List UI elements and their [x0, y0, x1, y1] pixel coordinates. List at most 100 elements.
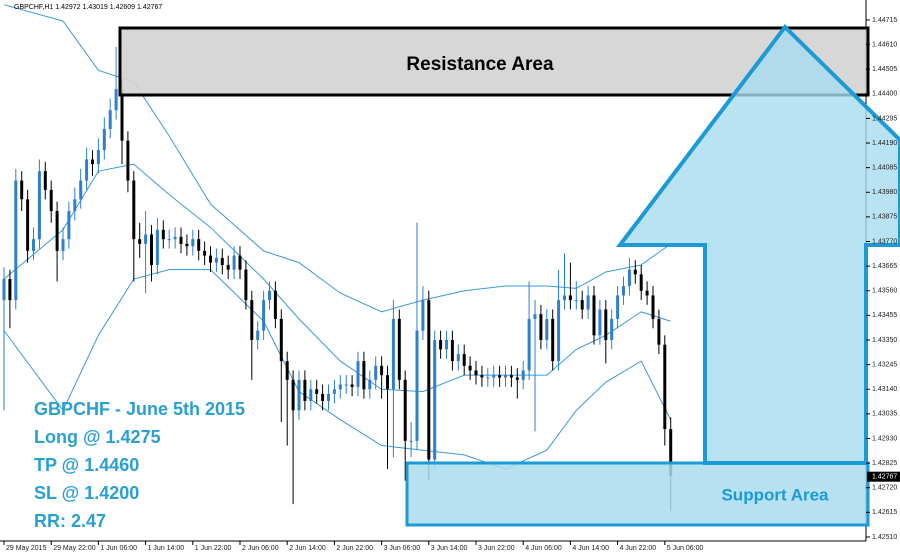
- candle-body: [191, 239, 195, 247]
- last-price-label: 1.42767: [872, 474, 897, 481]
- candle-body: [173, 236, 177, 240]
- x-tick-label: 3 Jun 14:00: [431, 545, 468, 552]
- candle-body: [533, 314, 537, 319]
- candle-body: [79, 180, 83, 200]
- candle-body: [114, 89, 118, 111]
- last-price-tag: [867, 471, 900, 482]
- axes: 1.44715 1.44610 1.44505 1.44400 1.44295 1.441…: [3, 17, 900, 552]
- candle-body: [397, 318, 401, 380]
- candle-body: [250, 300, 254, 340]
- candle-body: [167, 239, 171, 241]
- candle-body: [439, 339, 443, 350]
- candle-body: [2, 279, 6, 301]
- candle-body: [126, 140, 130, 181]
- candle-body: [639, 274, 643, 291]
- y-tick-label: 1.43140: [872, 386, 897, 393]
- candle-body: [150, 234, 153, 265]
- candle-body: [43, 171, 47, 190]
- x-tick-label: 4 Jun 22:00: [620, 545, 657, 552]
- x-tick-label: 1 Jun 06:00: [100, 545, 137, 552]
- candle-body: [297, 379, 301, 411]
- candle-body: [604, 309, 608, 340]
- candle-body: [592, 295, 596, 336]
- candle-body: [108, 110, 112, 129]
- candle-body: [96, 150, 100, 165]
- y-tick-label: 1.44295: [872, 115, 897, 122]
- y-tick-label: 1.44715: [872, 17, 897, 24]
- candle-body: [20, 180, 24, 200]
- candle-body: [545, 318, 549, 340]
- candle-body: [309, 389, 313, 401]
- y-tick-label: 1.43350: [872, 337, 897, 344]
- candle-body: [403, 379, 407, 441]
- support-box: [405, 461, 870, 527]
- y-tick-label: 1.43980: [872, 189, 897, 196]
- x-tick-label: 1 Jun 22:00: [195, 545, 232, 552]
- y-tick-label: 1.43875: [872, 214, 897, 221]
- candle-body: [633, 269, 637, 275]
- candle-body: [610, 318, 614, 340]
- candle-body: [456, 354, 460, 362]
- candle-body: [273, 290, 277, 319]
- candle-body: [120, 89, 124, 141]
- candle-body: [37, 171, 41, 240]
- candle-body: [350, 384, 354, 387]
- candle-body: [368, 379, 372, 390]
- candle-body: [214, 257, 218, 263]
- candle-body: [14, 180, 18, 301]
- candle-body: [468, 365, 472, 371]
- trade-note: SL @ 1.4200: [34, 483, 139, 503]
- candle-body: [391, 318, 395, 390]
- candle-body: [504, 375, 507, 378]
- candle-body: [256, 330, 260, 340]
- candle-body: [574, 300, 578, 302]
- y-tick-label: 1.44190: [872, 140, 897, 147]
- y-tick-label: 1.43560: [872, 288, 897, 295]
- candle-body: [362, 361, 366, 390]
- trade-note: Long @ 1.4275: [34, 427, 161, 447]
- trade-note: GBPCHF - June 5th 2015: [34, 399, 245, 419]
- x-tick-label: 2 Jun 22:00: [336, 545, 373, 552]
- candle-body: [209, 255, 212, 263]
- candle-body: [515, 377, 519, 380]
- candle-body: [433, 339, 437, 460]
- candle-body: [669, 429, 673, 476]
- candle-body: [85, 159, 89, 181]
- y-tick-label: 1.42510: [872, 534, 897, 541]
- chart-header: GBPCHF,H1 1.42972 1.43019 1.42609 1.4276…: [14, 4, 162, 11]
- x-tick-label: 2 Jun 06:00: [242, 545, 279, 552]
- candle-body: [155, 229, 159, 265]
- candle-body: [539, 314, 543, 340]
- candle-body: [415, 330, 419, 441]
- y-tick-label: 1.42720: [872, 485, 897, 492]
- candle-body: [498, 375, 502, 378]
- candle-body: [651, 295, 655, 319]
- candle-body: [55, 211, 59, 251]
- candle-body: [291, 379, 295, 411]
- candle-body: [315, 389, 319, 394]
- candle-body: [332, 389, 336, 394]
- y-tick-label: 1.44505: [872, 66, 897, 73]
- candle-body: [580, 300, 584, 310]
- candle-body: [421, 300, 425, 331]
- y-tick-label: 1.44085: [872, 164, 897, 171]
- candle-body: [338, 384, 342, 390]
- y-tick-label: 1.43035: [872, 411, 897, 418]
- y-tick-label: 1.43665: [872, 263, 897, 270]
- candle-body: [563, 295, 566, 301]
- candle-body: [551, 318, 555, 362]
- candle-body: [445, 339, 448, 350]
- x-tick-label: 2 Jun 14:00: [289, 545, 326, 552]
- candle-body: [474, 370, 478, 376]
- candle-body: [480, 375, 484, 378]
- candle-body: [285, 361, 289, 380]
- candle-body: [386, 375, 389, 390]
- candle-body: [238, 255, 242, 270]
- candle-body: [179, 236, 183, 244]
- candle-body: [521, 370, 525, 380]
- candle-body: [527, 318, 531, 371]
- candle-body: [622, 286, 625, 296]
- candle-body: [262, 300, 266, 331]
- candle-body: [409, 440, 413, 442]
- long-arrow: [615, 23, 900, 465]
